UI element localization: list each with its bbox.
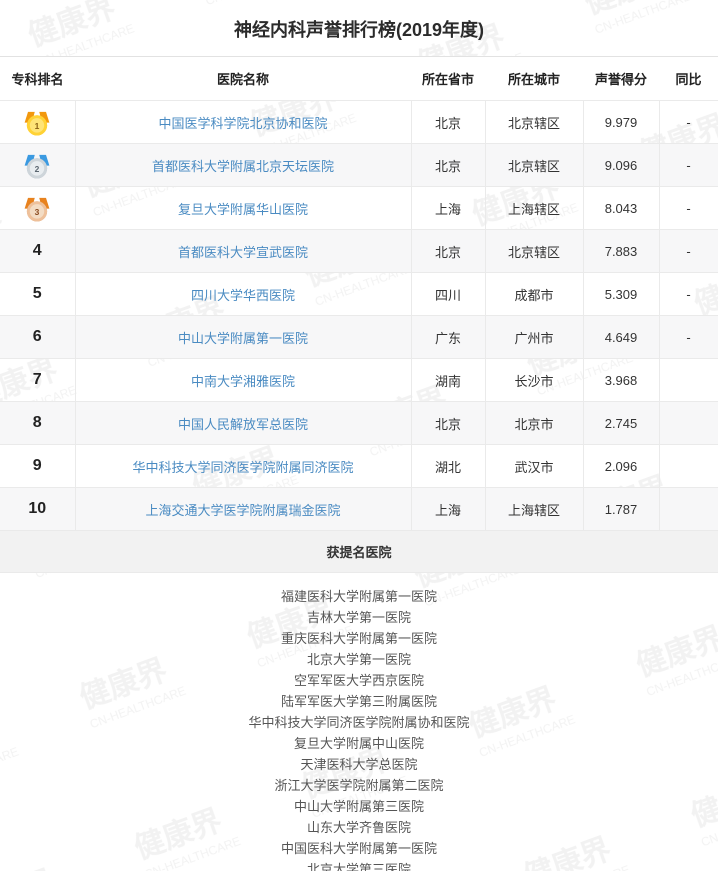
- svg-text:3: 3: [35, 207, 40, 217]
- svg-text:2: 2: [35, 164, 40, 174]
- svg-text:1: 1: [35, 121, 40, 131]
